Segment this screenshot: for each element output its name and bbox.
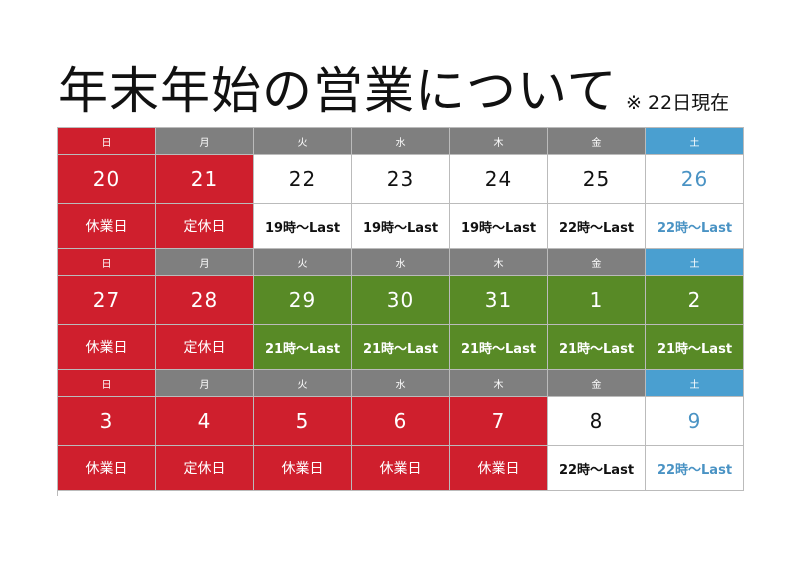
date-cell: 24: [450, 155, 548, 204]
hours-cell: 21時～Last: [548, 325, 646, 370]
date-cell: 28: [156, 276, 254, 325]
hours-cell: 21時～Last: [450, 325, 548, 370]
date-cell: 20: [58, 155, 156, 204]
day-of-week-wed: 水: [352, 128, 450, 155]
hours-cell: 19時～Last: [254, 204, 352, 249]
date-cell: 6: [352, 397, 450, 446]
hours-cell: 19時～Last: [450, 204, 548, 249]
hours-cell: 定休日: [156, 204, 254, 249]
date-cell: 31: [450, 276, 548, 325]
date-cell: 3: [58, 397, 156, 446]
hours-cell: 19時～Last: [352, 204, 450, 249]
hours-cell: 休業日: [58, 204, 156, 249]
day-of-week-tue: 火: [254, 128, 352, 155]
date-cell: 23: [352, 155, 450, 204]
day-of-week-sat: 土: [646, 128, 744, 155]
date-cell: 9: [646, 397, 744, 446]
hours-cell: 21時～Last: [352, 325, 450, 370]
day-of-week-thu: 木: [450, 370, 548, 397]
date-cell: 8: [548, 397, 646, 446]
hours-cell: 21時～Last: [646, 325, 744, 370]
hours-cell: 定休日: [156, 325, 254, 370]
day-of-week-thu: 木: [450, 249, 548, 276]
hours-cell: 22時～Last: [646, 446, 744, 491]
hours-cell: 休業日: [352, 446, 450, 491]
day-of-week-sun: 日: [58, 249, 156, 276]
business-calendar: 日 月 火 水 木 金 土 20 21 22 23 24 25 26 休業日 定…: [57, 127, 744, 496]
day-of-week-wed: 水: [352, 249, 450, 276]
date-cell: 26: [646, 155, 744, 204]
hours-cell: 休業日: [58, 446, 156, 491]
date-cell: 2: [646, 276, 744, 325]
date-cell: 7: [450, 397, 548, 446]
day-of-week-mon: 月: [156, 370, 254, 397]
date-cell: 4: [156, 397, 254, 446]
hours-cell: 休業日: [450, 446, 548, 491]
date-cell: 29: [254, 276, 352, 325]
date-cell: 5: [254, 397, 352, 446]
day-of-week-fri: 金: [548, 128, 646, 155]
hours-cell: 22時～Last: [548, 446, 646, 491]
day-of-week-sun: 日: [58, 128, 156, 155]
hours-cell: 21時～Last: [254, 325, 352, 370]
day-of-week-fri: 金: [548, 249, 646, 276]
day-of-week-wed: 水: [352, 370, 450, 397]
hours-cell: 休業日: [58, 325, 156, 370]
page-title: 年末年始の営業について: [58, 62, 618, 120]
date-cell: 1: [548, 276, 646, 325]
hours-cell: 22時～Last: [548, 204, 646, 249]
date-cell: 25: [548, 155, 646, 204]
day-of-week-sat: 土: [646, 249, 744, 276]
day-of-week-tue: 火: [254, 249, 352, 276]
day-of-week-thu: 木: [450, 128, 548, 155]
day-of-week-fri: 金: [548, 370, 646, 397]
header: 年末年始の営業について ※ 22日現在: [58, 58, 758, 124]
hours-cell: 休業日: [254, 446, 352, 491]
date-cell: 27: [58, 276, 156, 325]
date-cell: 21: [156, 155, 254, 204]
day-of-week-sat: 土: [646, 370, 744, 397]
status-note: ※ 22日現在: [626, 92, 730, 114]
date-cell: 22: [254, 155, 352, 204]
day-of-week-mon: 月: [156, 128, 254, 155]
hours-cell: 22時～Last: [646, 204, 744, 249]
hours-cell: 定休日: [156, 446, 254, 491]
date-cell: 30: [352, 276, 450, 325]
day-of-week-mon: 月: [156, 249, 254, 276]
day-of-week-tue: 火: [254, 370, 352, 397]
day-of-week-sun: 日: [58, 370, 156, 397]
